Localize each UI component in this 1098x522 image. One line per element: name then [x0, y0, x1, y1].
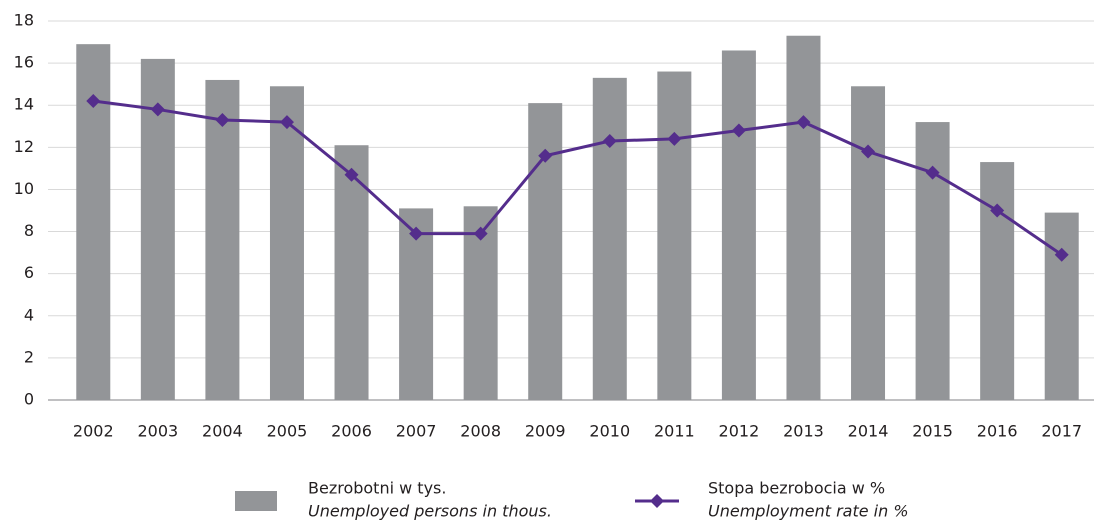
bar [592, 77, 627, 400]
x-tick-label: 2002 [73, 422, 114, 441]
y-tick-label: 6 [24, 263, 34, 282]
y-tick-label: 2 [24, 347, 34, 366]
point [667, 131, 682, 146]
point [344, 167, 359, 182]
point [279, 115, 294, 130]
y-tick-label: 16 [14, 53, 34, 72]
x-tick-label: 2005 [267, 422, 308, 441]
point [731, 123, 746, 138]
y-tick-label: 14 [14, 95, 34, 114]
x-tick-label: 2003 [137, 422, 178, 441]
point [150, 102, 165, 117]
point [409, 226, 424, 241]
x-tick-label: 2011 [654, 422, 695, 441]
bar [269, 86, 304, 401]
legend-label: Bezrobotni w tys. [308, 479, 446, 498]
point [473, 226, 488, 241]
x-tick-label: 2008 [460, 422, 501, 441]
x-tick-label: 2013 [783, 422, 824, 441]
x-tick-label: 2006 [331, 422, 372, 441]
x-tick-label: 2015 [912, 422, 953, 441]
bar [786, 35, 821, 400]
point [538, 148, 553, 163]
x-tick-label: 2012 [719, 422, 760, 441]
bar [205, 79, 240, 400]
y-tick-label: 12 [14, 137, 34, 156]
point [796, 115, 811, 130]
x-tick-label: 2016 [977, 422, 1018, 441]
line [93, 99, 1063, 256]
bar [915, 122, 950, 401]
legend-label-en: Unemployment rate in % [708, 502, 909, 521]
y-tick-label: 0 [24, 390, 34, 409]
y-tick-label: 4 [24, 305, 34, 324]
point [602, 134, 617, 149]
point [990, 203, 1005, 218]
x-tick-label: 2009 [525, 422, 566, 441]
legend-label-en: Unemployed persons in thous. [308, 502, 552, 521]
bar [1044, 212, 1079, 400]
y-tick-label: 18 [14, 11, 34, 30]
point [86, 94, 101, 109]
x-tick-label: 2004 [202, 422, 243, 441]
bar [851, 86, 886, 401]
point [215, 112, 230, 127]
x-tick-label: 2010 [589, 422, 630, 441]
legend-swatch [650, 494, 664, 508]
x-tick-label: 2017 [1041, 422, 1082, 441]
bar [528, 103, 563, 400]
bar [980, 162, 1015, 400]
legend-label: Stopa bezrobocia w % [708, 479, 885, 498]
bar [334, 145, 369, 400]
point [861, 144, 876, 159]
x-tick-label: 2014 [848, 422, 889, 441]
x-tick-label: 2007 [396, 422, 437, 441]
y-tick-label: 10 [14, 179, 34, 198]
bar [721, 50, 756, 400]
legend-swatch [235, 491, 277, 511]
point [925, 165, 940, 180]
point [1054, 247, 1069, 262]
y-tick-label: 8 [24, 221, 34, 240]
bar [657, 71, 692, 401]
